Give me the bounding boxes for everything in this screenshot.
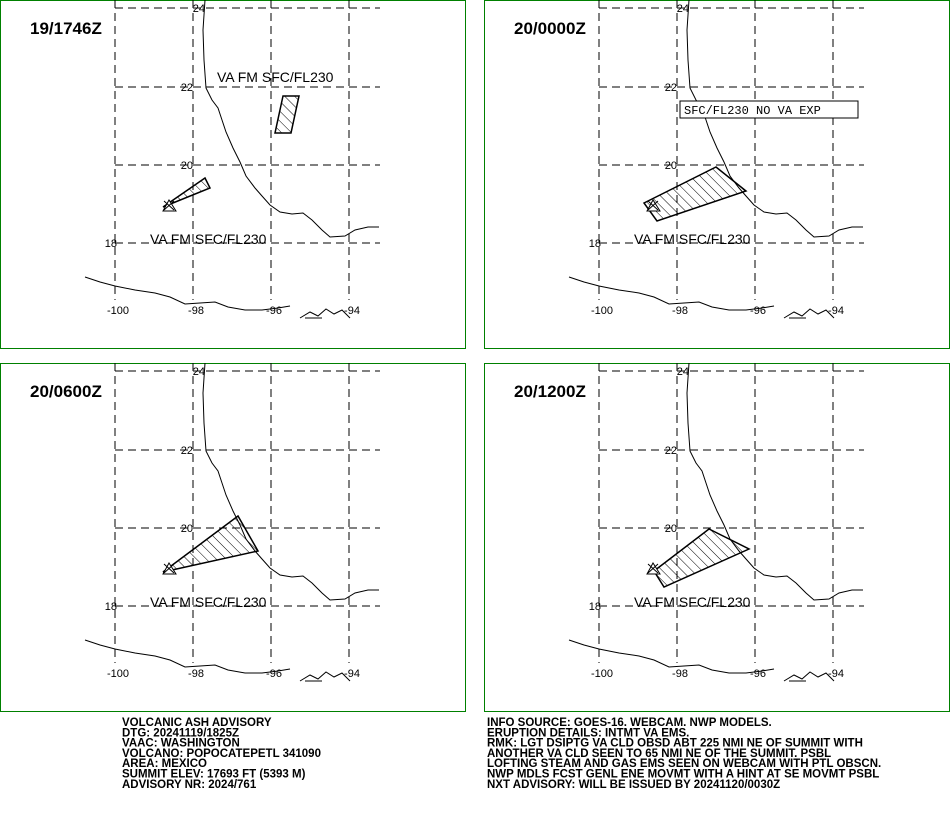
area-label: VA FM SFC/FL230 xyxy=(150,594,267,610)
coastline xyxy=(299,671,351,682)
lat-label: 24 xyxy=(677,3,689,15)
lat-label: 20 xyxy=(181,523,193,535)
lon-label: -94 xyxy=(344,668,360,680)
area-label: VA FM SFC/FL230 xyxy=(150,231,267,247)
valid-time: 20/1200Z xyxy=(514,382,586,401)
valid-time: 20/0600Z xyxy=(30,382,102,401)
advisory-text: VOLCANIC ASH ADVISORY xyxy=(122,717,272,729)
advisory-text: ERUPTION DETAILS: INTMT VA EMS. xyxy=(487,727,689,739)
map-panel: 24 22 20 18 -100 -98 -96 -94 20/1200Z VA FM SFC/F… xyxy=(484,362,950,712)
area-label: VA FM SFC/FL230 xyxy=(634,594,751,610)
lon-label: -98 xyxy=(672,668,688,680)
valid-time: 19/1746Z xyxy=(30,19,102,38)
lon-label: -96 xyxy=(750,668,766,680)
ash-area xyxy=(653,528,751,588)
lon-label: -98 xyxy=(672,305,688,317)
area-label: VA FM SFC/FL230 xyxy=(634,231,751,247)
label-box xyxy=(679,100,859,119)
coastline xyxy=(783,308,835,319)
ash-area xyxy=(274,95,300,134)
lat-label: 24 xyxy=(193,3,205,15)
ash-area xyxy=(642,166,748,222)
coastline xyxy=(202,362,379,601)
coastline xyxy=(84,276,291,311)
lon-label: -94 xyxy=(828,668,844,680)
lon-label: -100 xyxy=(591,668,613,680)
lat-label: 24 xyxy=(193,366,205,378)
advisory-text: NWP MDLS FCST GENL ENE MOVMT WITH A HINT… xyxy=(487,769,879,781)
lon-label: -100 xyxy=(107,305,129,317)
lon-label: -94 xyxy=(344,305,360,317)
coastline xyxy=(84,639,291,674)
panel-frame xyxy=(0,0,466,349)
lat-label: 18 xyxy=(105,238,117,250)
lat-label: 22 xyxy=(665,82,677,94)
lon-label: -94 xyxy=(828,305,844,317)
advisory-text: ADVISORY NR: 2024/761 xyxy=(122,779,257,791)
volcano-marker xyxy=(647,563,659,574)
volcano-marker xyxy=(163,563,175,574)
volcano-marker xyxy=(163,200,175,211)
coastline xyxy=(568,276,775,311)
advisory-text: RMK: LGT DSIPTG VA CLD OBSD ABT 225 NMI … xyxy=(487,738,863,750)
map-panel: 24 22 20 18 -100 -98 -96 -94 20/0600Z VA FM SFC/F… xyxy=(0,362,466,712)
coastline xyxy=(686,362,863,601)
valid-time: 20/0000Z xyxy=(514,19,586,38)
lon-label: -98 xyxy=(188,305,204,317)
coastline xyxy=(202,0,379,238)
advisory-text: NXT ADVISORY: WILL BE ISSUED BY 20241120… xyxy=(487,779,780,791)
lat-label: 20 xyxy=(665,160,677,172)
lon-label: -96 xyxy=(266,668,282,680)
lat-label: 22 xyxy=(665,445,677,457)
lat-label: 18 xyxy=(105,601,117,613)
coastline xyxy=(568,639,775,674)
lat-label: 22 xyxy=(181,82,193,94)
ash-area xyxy=(162,176,212,208)
advisory-text: ANOTHER VA CLD SEEN TO 65 NMI NE OF THE … xyxy=(487,748,831,760)
lat-label: 20 xyxy=(665,523,677,535)
area-label: SFC/FL230 NO VA EXP xyxy=(684,104,821,118)
advisory-text: INFO SOURCE: GOES-16. WEBCAM. NWP MODELS… xyxy=(487,717,772,729)
lat-label: 22 xyxy=(181,445,193,457)
advisory-text: AREA: MEXICO xyxy=(122,758,207,770)
advisory-text: LOFTING STEAM AND GAS EMS SEEN ON WEBCAM… xyxy=(487,758,881,770)
lon-label: -100 xyxy=(107,668,129,680)
volcano-marker xyxy=(647,200,659,211)
panel-frame xyxy=(0,363,466,712)
advisory-text: DTG: 20241119/1825Z xyxy=(122,727,239,739)
lat-label: 18 xyxy=(589,238,601,250)
area-label: VA FM SFC/FL230 xyxy=(217,69,334,85)
map-panel: 24 22 20 18 -100 -98 -96 -94 20/0000Z SFC/FL230 N… xyxy=(484,0,950,349)
ash-area xyxy=(162,514,260,573)
lat-label: 24 xyxy=(677,366,689,378)
map-panel: 24 22 20 18 -100 -98 -96 -94 19/1746Z VA FM SFC/F… xyxy=(0,0,466,349)
advisory-text: SUMMIT ELEV: 17693 FT (5393 M) xyxy=(122,769,306,781)
lon-label: -100 xyxy=(591,305,613,317)
coastline xyxy=(299,308,351,319)
lon-label: -98 xyxy=(188,668,204,680)
lat-label: 20 xyxy=(181,160,193,172)
lon-label: -96 xyxy=(266,305,282,317)
lon-label: -96 xyxy=(750,305,766,317)
coastline xyxy=(783,671,835,682)
advisory-text: VAAC: WASHINGTON xyxy=(122,738,240,750)
advisory-text: VOLCANO: POPOCATEPETL 341090 xyxy=(122,748,321,760)
lat-label: 18 xyxy=(589,601,601,613)
